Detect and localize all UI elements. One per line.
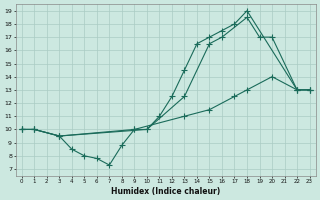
X-axis label: Humidex (Indice chaleur): Humidex (Indice chaleur) <box>111 187 220 196</box>
